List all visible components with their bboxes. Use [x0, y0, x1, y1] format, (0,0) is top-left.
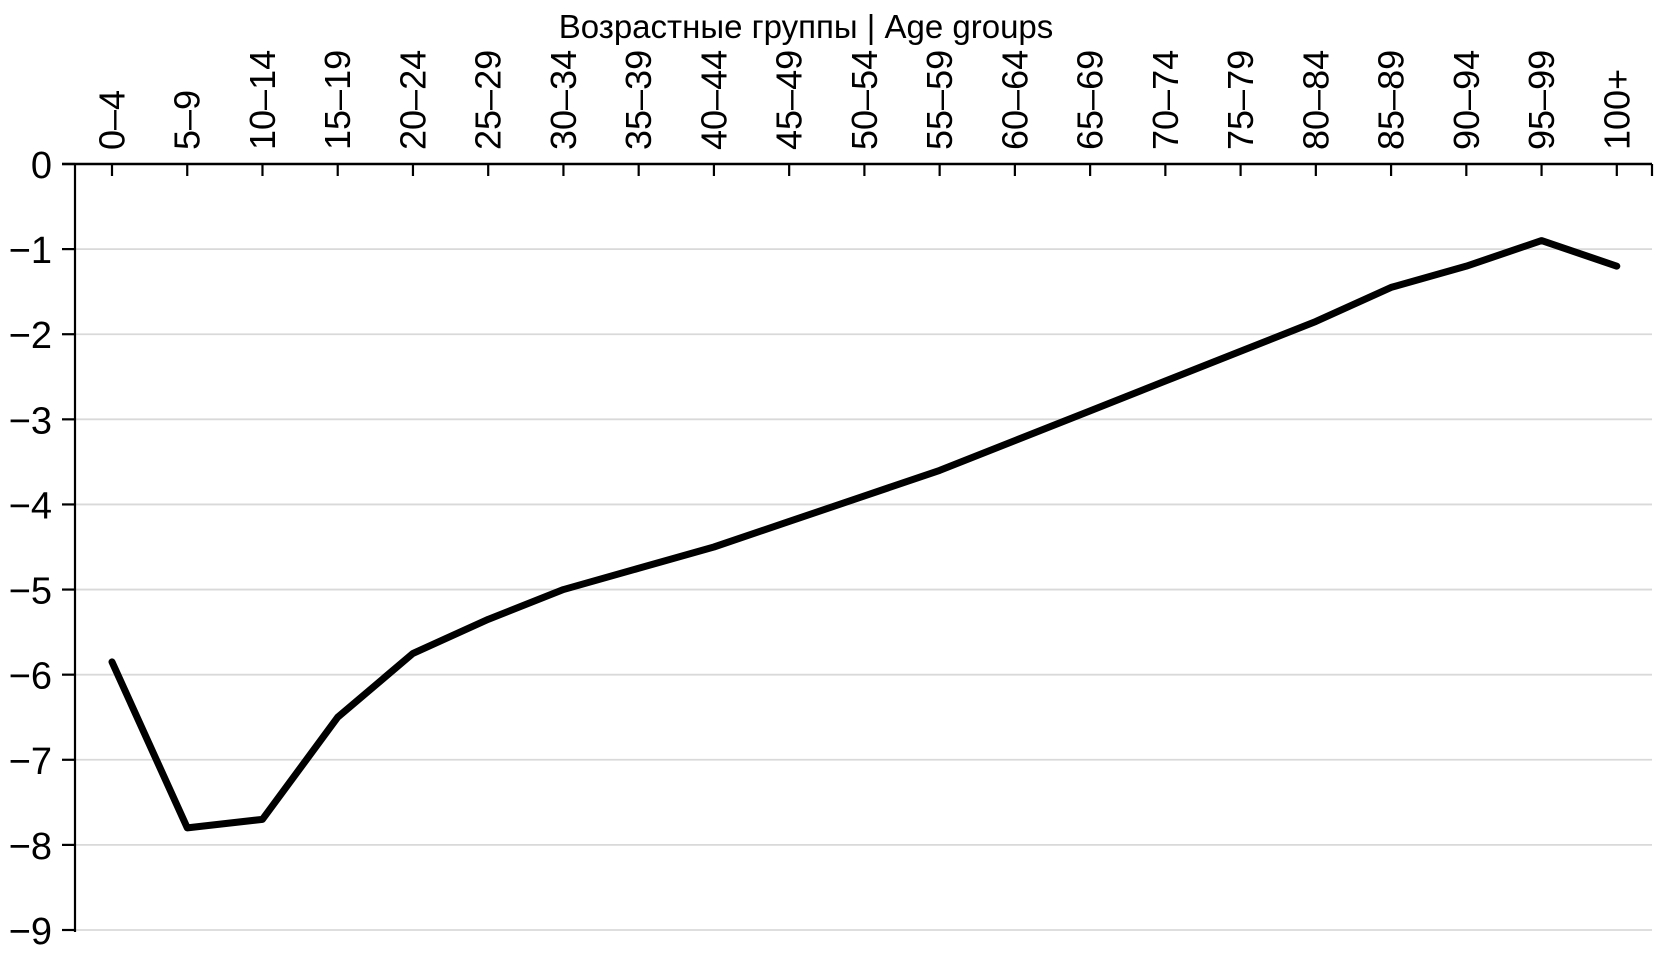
y-tick-label: −1: [9, 230, 52, 272]
horizontal-gridlines: [75, 248, 1652, 931]
x-tick-label: 5–9: [167, 90, 208, 150]
x-tick-label: 15–19: [317, 50, 358, 150]
x-tick-label: 40–44: [693, 50, 734, 150]
x-tick-label: 80–84: [1295, 50, 1336, 150]
x-tick-label: 10–14: [242, 50, 283, 150]
x-tick-label: 20–24: [392, 50, 433, 150]
y-axis-ticks: [62, 162, 75, 932]
x-tick-label: 55–59: [919, 50, 960, 150]
x-tick-label: 60–64: [994, 50, 1035, 150]
data-series-line: [108, 237, 1621, 832]
x-tick-label: 75–79: [1220, 50, 1261, 150]
x-tick-label: 90–94: [1446, 50, 1487, 150]
x-tick-label: 50–54: [844, 50, 885, 150]
axes: [62, 162, 1652, 932]
y-tick-label: −4: [9, 485, 52, 527]
x-tick-label: 45–49: [769, 50, 810, 150]
y-tick-label: −3: [9, 400, 52, 442]
y-tick-label: −7: [9, 741, 52, 783]
x-tick-label: 95–99: [1521, 50, 1562, 150]
x-tick-label: 85–89: [1371, 50, 1412, 150]
x-tick-label: 70–74: [1145, 50, 1186, 150]
x-tick-label: 0–4: [92, 90, 133, 150]
y-tick-label: −6: [9, 656, 52, 698]
x-axis-ticks: [110, 164, 1654, 176]
x-tick-labels: 0–4 5–9 10–14 15–19 20–24 25–29 30–34 35–39 40–4…: [92, 50, 1638, 150]
y-tick-labels: 0 −1 −2 −3 −4 −5 −6 −7 −8 −9: [9, 145, 52, 953]
y-tick-label: −2: [9, 315, 52, 357]
x-tick-label: 25–29: [468, 50, 509, 150]
y-tick-label: −5: [9, 571, 52, 613]
y-tick-label: −8: [9, 826, 52, 868]
x-tick-label: 100+: [1596, 69, 1637, 150]
x-tick-label: 30–34: [543, 50, 584, 150]
chart-title: Возрастные группы | Age groups: [559, 8, 1054, 45]
y-tick-label: 0: [31, 145, 52, 187]
x-tick-label: 65–69: [1070, 50, 1111, 150]
y-tick-label: −9: [9, 911, 52, 953]
x-tick-label: 35–39: [618, 50, 659, 150]
